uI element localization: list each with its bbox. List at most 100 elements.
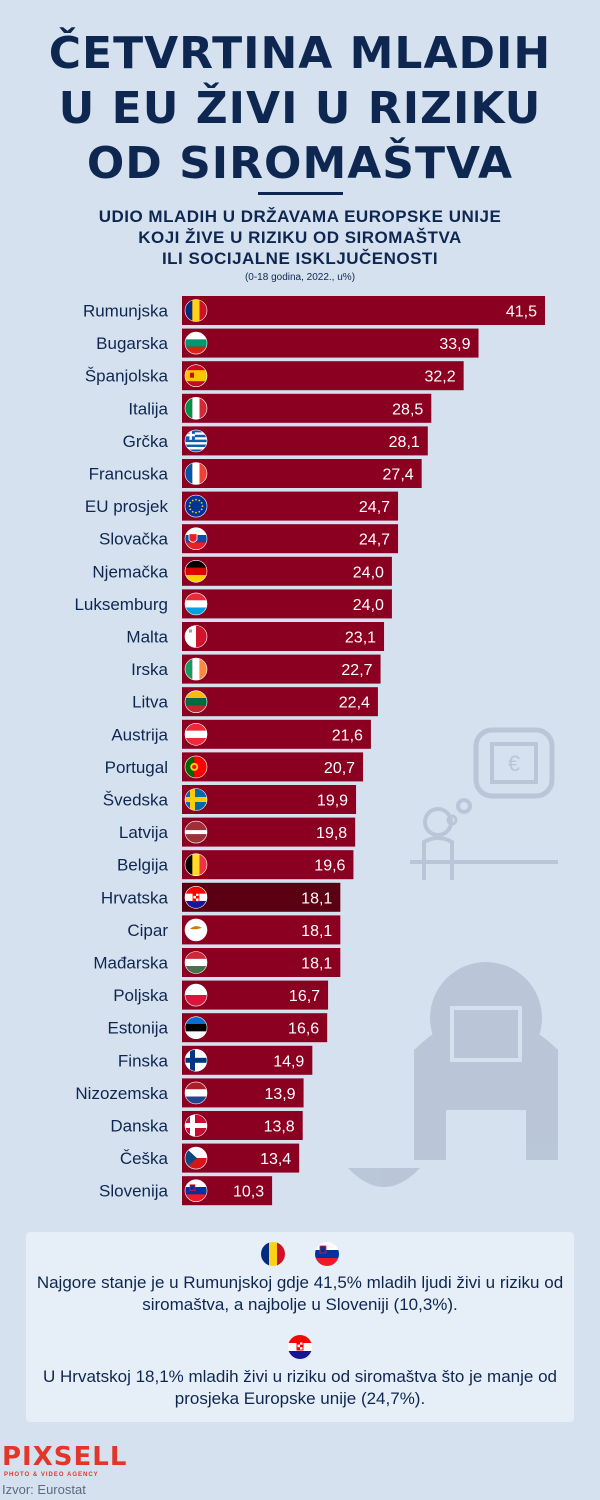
category-label: Francuska <box>89 465 169 484</box>
croatia-flag-icon <box>184 885 208 909</box>
source-note: Izvor: Eurostat <box>2 1482 86 1497</box>
greece-flag-icon <box>184 429 208 453</box>
value-label: 19,6 <box>314 858 345 875</box>
value-label: 24,0 <box>353 597 384 614</box>
value-label: 24,0 <box>353 564 384 581</box>
category-label: Slovačka <box>99 530 169 549</box>
bar-row: Slovačka 24,7 <box>99 524 399 554</box>
bar-row: Italija 28,5 <box>128 393 432 423</box>
netherlands-flag-icon <box>184 1081 208 1105</box>
bar-row: Grčka 28,1 <box>123 426 428 456</box>
bulgaria-flag-icon <box>184 331 208 355</box>
category-label: Grčka <box>123 432 169 451</box>
bar <box>182 459 422 488</box>
category-label: Bugarska <box>96 334 168 353</box>
value-label: 13,4 <box>260 1151 291 1168</box>
category-label: Malta <box>126 628 168 647</box>
lithuania-flag-icon <box>184 690 208 714</box>
category-label: Mađarska <box>93 954 168 973</box>
category-label: Njemačka <box>92 562 168 581</box>
bar-row: Belgija 19,6 <box>117 850 354 880</box>
slovenia-flag-icon <box>184 1179 208 1202</box>
bar-row: Estonija 16,6 <box>108 1013 328 1043</box>
chart-subtitle: UDIO MLADIH U DRŽAVAMA EUROPSKE UNIJE KO… <box>0 206 600 269</box>
value-label: 22,7 <box>341 662 372 679</box>
value-label: 13,9 <box>264 1086 295 1103</box>
page-title: ČETVRTINA MLADIH U EU ŽIVI U RIZIKU OD S… <box>0 26 600 191</box>
info-text-croatia: U Hrvatskoj 18,1% mladih živi u riziku o… <box>43 1367 557 1408</box>
romania-flag-icon <box>261 1242 285 1266</box>
value-label: 41,5 <box>506 304 537 321</box>
bar <box>182 589 392 619</box>
austria-flag-icon <box>184 722 208 746</box>
value-label: 16,7 <box>289 988 320 1005</box>
bar-row: Litva 22,4 <box>132 687 378 717</box>
category-label: Rumunjska <box>83 302 169 321</box>
title-line: ČETVRTINA MLADIH <box>48 28 552 79</box>
category-label: Irska <box>131 660 168 679</box>
bar-row: EU prosjek 24,7 <box>85 491 399 521</box>
value-label: 18,1 <box>301 923 332 940</box>
category-label: Poljska <box>113 986 168 1005</box>
value-label: 32,2 <box>425 369 456 386</box>
bar <box>182 296 545 325</box>
subtitle-line: UDIO MLADIH U DRŽAVAMA EUROPSKE UNIJE <box>98 207 502 226</box>
czechia-flag-icon <box>184 1146 208 1170</box>
info-text-worst-best: Najgore stanje je u Rumunjskoj gdje 41,5… <box>36 1273 564 1314</box>
bar <box>182 654 381 684</box>
category-label: Austrija <box>111 725 168 744</box>
slovenia-flag-icon <box>315 1242 339 1266</box>
ireland-flag-icon <box>184 657 208 681</box>
bar-row: Cipar 18,1 <box>127 915 341 945</box>
bar <box>182 915 341 945</box>
germany-flag-icon <box>184 559 208 583</box>
category-label: Finska <box>118 1051 169 1070</box>
bar-row: Francuska 27,4 <box>89 459 422 488</box>
bar <box>182 556 392 586</box>
value-label: 13,8 <box>264 1119 295 1136</box>
eu-flag-icon <box>184 494 208 518</box>
bar-row: Španjolska 32,2 <box>85 361 464 391</box>
category-label: Češka <box>120 1149 169 1168</box>
category-label: Belgija <box>117 856 169 875</box>
value-label: 21,6 <box>332 727 363 744</box>
bar-row: Irska 22,7 <box>131 654 381 684</box>
thought-bubble-icon <box>473 727 555 799</box>
bar-row: Poljska 16,7 <box>113 980 329 1010</box>
bar-row: Hrvatska 18,1 <box>101 882 341 912</box>
value-label: 19,8 <box>316 825 347 842</box>
bar <box>182 948 341 977</box>
title-underline <box>258 192 343 195</box>
value-label: 24,7 <box>359 532 390 549</box>
value-label: 20,7 <box>324 760 355 777</box>
croatia-flag-icon <box>288 1335 312 1359</box>
subtitle-line: ILI SOCIJALNE ISKLJUČENOSTI <box>161 249 439 268</box>
bar <box>182 328 479 358</box>
bar-row: Mađarska 18,1 <box>93 948 341 977</box>
category-label: Cipar <box>127 921 168 940</box>
value-label: 22,4 <box>339 695 370 712</box>
bar-row: Češka 13,4 <box>120 1143 300 1173</box>
romania-flag-icon <box>184 299 208 322</box>
spain-flag-icon <box>184 364 208 388</box>
bar <box>182 426 428 456</box>
bar-row: Malta 23,1 <box>126 622 385 651</box>
value-label: 18,1 <box>301 956 332 973</box>
bar-row: Luksemburg 24,0 <box>74 589 392 619</box>
bowl-icon <box>348 1168 420 1187</box>
value-label: 28,5 <box>392 401 423 418</box>
finland-flag-icon <box>184 1049 208 1072</box>
bar-row: Portugal 20,7 <box>105 752 364 782</box>
euro-sign-icon: € <box>508 751 520 776</box>
value-label: 33,9 <box>439 336 470 353</box>
sweden-flag-icon <box>184 788 208 811</box>
portugal-flag-icon <box>184 755 208 779</box>
category-label: Hrvatska <box>101 888 169 907</box>
category-label: Litva <box>132 693 168 712</box>
bar-row: Njemačka 24,0 <box>92 556 392 586</box>
cyprus-flag-icon <box>184 918 208 942</box>
value-label: 19,9 <box>317 793 348 810</box>
bar <box>182 393 432 423</box>
value-label: 28,1 <box>389 434 420 451</box>
bar <box>182 524 399 554</box>
